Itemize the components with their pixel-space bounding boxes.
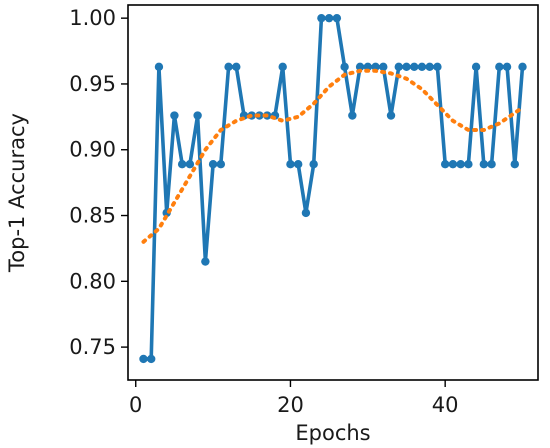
x-tick-label: 20 xyxy=(277,393,304,417)
data-point xyxy=(479,160,489,169)
data-point xyxy=(448,160,458,169)
data-point xyxy=(502,62,512,72)
y-axis-label: Top-1 Accuracy xyxy=(5,113,29,273)
data-point xyxy=(464,160,473,169)
data-point xyxy=(278,62,287,72)
data-point xyxy=(487,160,496,169)
y-tick-label: 0.80 xyxy=(69,269,116,293)
data-point xyxy=(317,13,326,23)
data-point xyxy=(440,160,450,169)
data-point xyxy=(193,111,202,120)
y-tick-label: 0.90 xyxy=(69,138,116,162)
x-tick-label: 40 xyxy=(432,393,459,417)
data-point xyxy=(518,62,527,72)
data-point xyxy=(201,257,210,266)
data-point xyxy=(379,62,388,72)
data-point xyxy=(402,62,411,72)
trend-line-series-2 xyxy=(141,68,525,244)
data-point xyxy=(394,62,403,72)
series-group xyxy=(139,13,527,364)
x-axis-label: Epochs xyxy=(295,421,370,445)
data-point xyxy=(147,354,156,364)
data-point xyxy=(286,160,295,169)
y-axis-ticks: 0.75 0.80 0.85 0.90 0.95 1.00 xyxy=(69,6,128,359)
data-point xyxy=(332,13,342,23)
x-tick-label: 0 xyxy=(129,393,142,417)
data-point xyxy=(224,62,233,72)
y-tick-label: 0.75 xyxy=(69,335,116,359)
data-point xyxy=(417,62,427,72)
data-point xyxy=(410,62,419,72)
data-point xyxy=(185,160,195,169)
data-point xyxy=(471,62,481,72)
data-point xyxy=(154,62,164,72)
data-point xyxy=(170,111,179,120)
data-point xyxy=(216,160,226,169)
data-point xyxy=(425,62,434,72)
data-point xyxy=(139,354,148,364)
data-point xyxy=(510,160,519,169)
data-point xyxy=(293,160,303,169)
data-point xyxy=(456,160,465,169)
data-point xyxy=(386,111,396,120)
data-point xyxy=(309,160,318,169)
data-point xyxy=(355,62,365,72)
data-point xyxy=(433,62,442,72)
y-tick-label: 1.00 xyxy=(69,6,116,30)
data-point xyxy=(301,208,311,218)
data-point xyxy=(348,111,357,120)
data-point xyxy=(495,62,504,72)
data-point xyxy=(232,62,241,72)
x-axis-ticks: 0 20 40 xyxy=(129,380,459,417)
data-point xyxy=(324,13,334,23)
plot-frame xyxy=(127,4,539,381)
data-point xyxy=(340,62,349,72)
y-tick-label: 0.85 xyxy=(69,204,116,228)
data-point xyxy=(177,160,187,169)
data-point xyxy=(208,160,218,169)
accuracy-line-series-1 xyxy=(143,16,525,361)
y-tick-label: 0.95 xyxy=(69,72,116,96)
plot-area-border xyxy=(127,4,539,381)
